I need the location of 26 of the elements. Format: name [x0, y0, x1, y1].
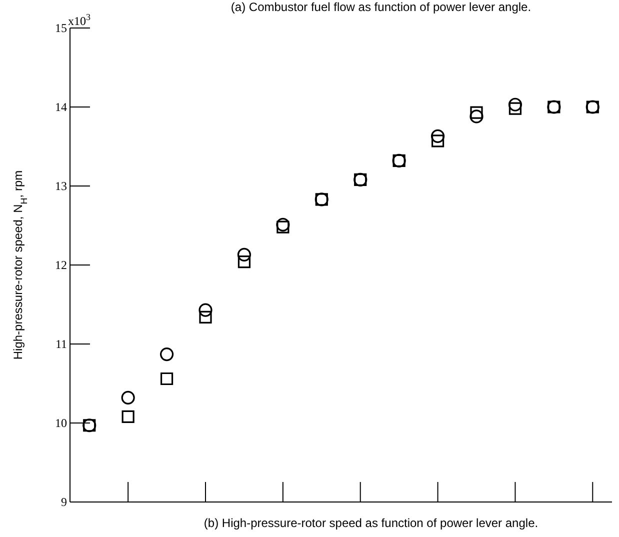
y-tick-label: 15 [55, 21, 67, 35]
y-tick-label: 13 [55, 179, 67, 193]
y-tick-label: 12 [55, 258, 67, 272]
point [122, 410, 134, 423]
point [160, 347, 174, 362]
point [508, 102, 522, 115]
point [237, 248, 252, 262]
annotation: x10$^{3}$ [68, 12, 91, 28]
y-tick-label: 11 [55, 337, 67, 351]
text: (b) High-pressure-rotor speed as function of power lever angle. [204, 516, 538, 530]
point [276, 218, 290, 232]
point [238, 256, 251, 268]
point [470, 110, 484, 124]
point [276, 220, 290, 234]
point [508, 98, 522, 112]
point [430, 129, 445, 144]
point [431, 134, 444, 148]
point [199, 310, 212, 324]
point [198, 303, 212, 317]
point [160, 372, 174, 386]
y-tick-label: 9 [61, 495, 67, 509]
text: (a) Combustor fuel flow as function of power lever angle. [230, 0, 532, 14]
point [121, 390, 135, 405]
y-tick-label: 14 [55, 100, 67, 114]
y-tick-label: 10 [55, 416, 67, 430]
point [470, 106, 483, 119]
